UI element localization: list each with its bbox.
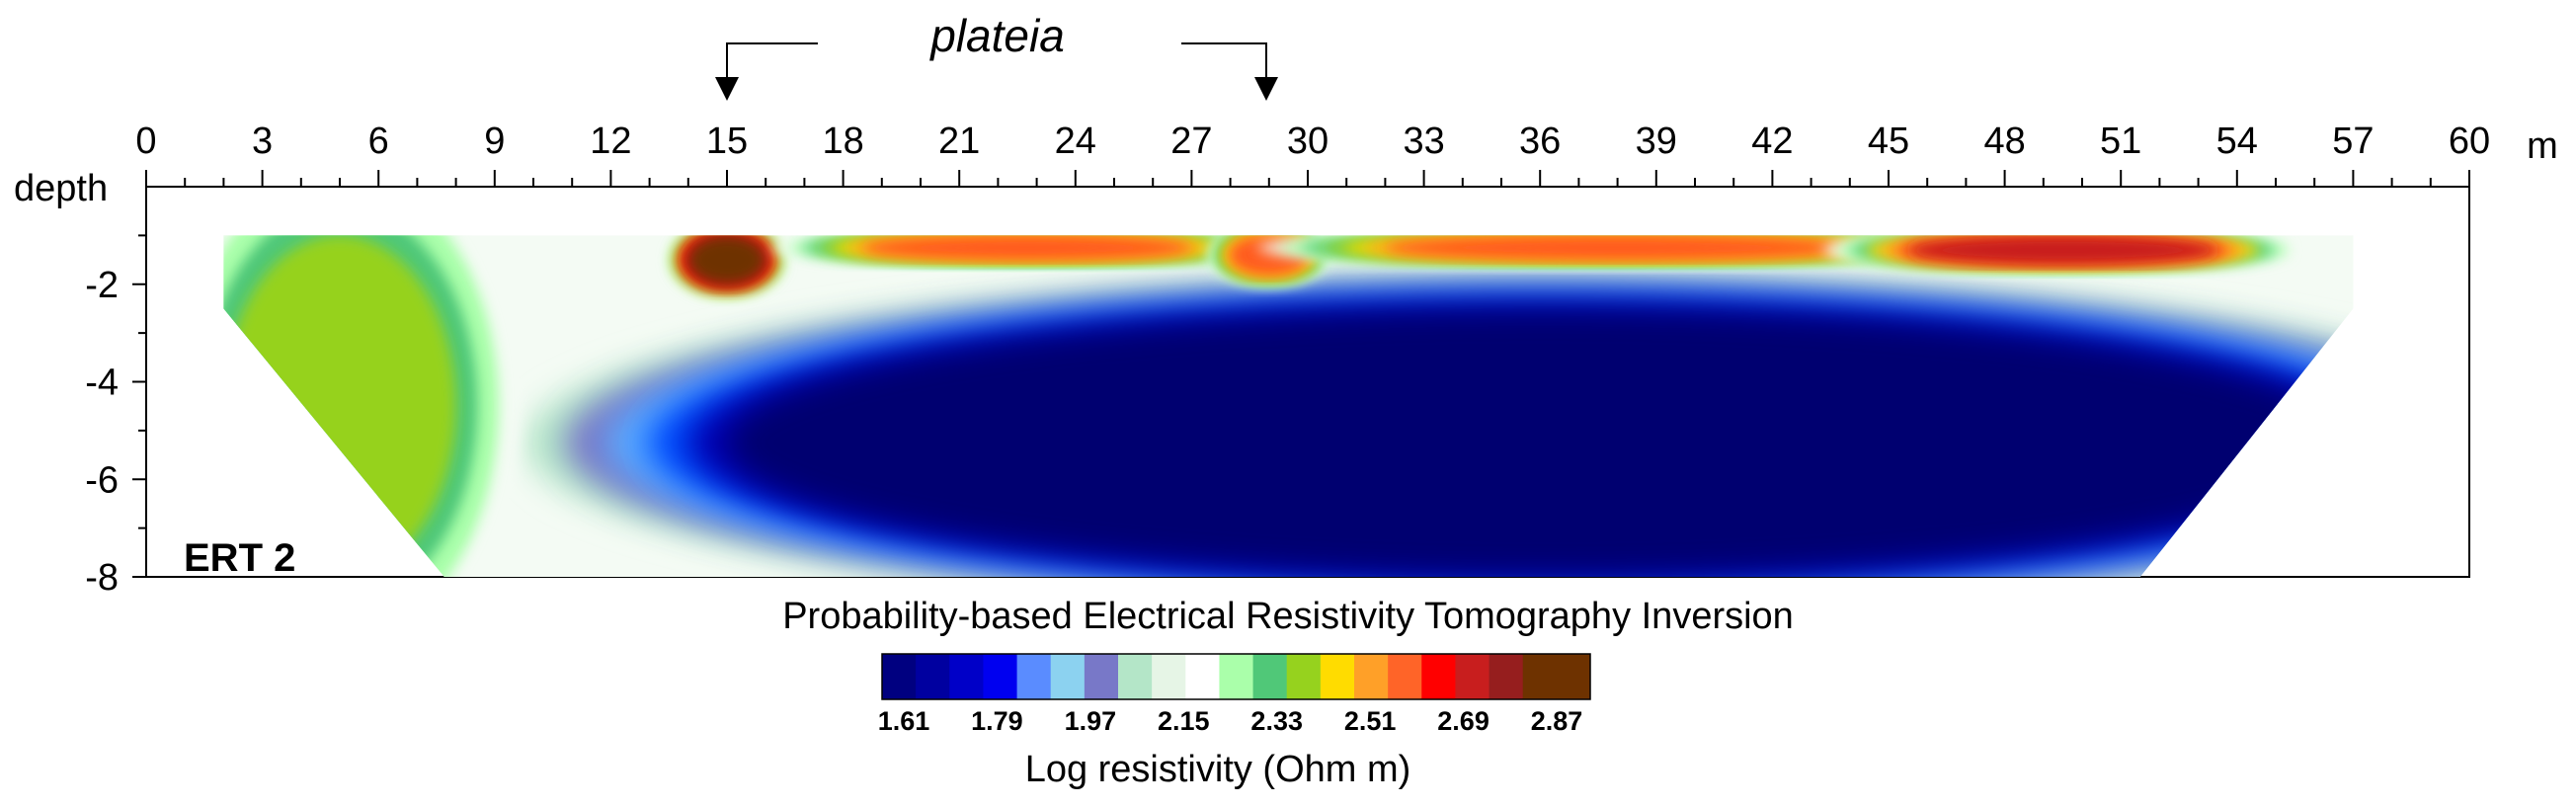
anomaly-high-resistivity-19-27m <box>771 235 1283 267</box>
colorbar-tick-label: 1.79 <box>971 706 1023 736</box>
x-tick-label: 18 <box>822 121 863 162</box>
x-tick-label: 39 <box>1636 121 1677 162</box>
chart-title: Probability-based Electrical Resistivity… <box>782 596 1794 637</box>
colorbar-swatch <box>1421 654 1456 699</box>
colorbar-swatch <box>1320 654 1355 699</box>
anomaly-contour <box>726 308 2354 577</box>
colorbar-tick-label: 1.97 <box>1065 706 1117 736</box>
x-tick-labels: 0 3 6 9 12 15 18 21 24 27 30 33 36 39 42 45 48 51 54 57 60 <box>135 121 2490 162</box>
anomaly-contour <box>862 235 1192 261</box>
y-tick-label: -6 <box>85 459 119 501</box>
y-axis-label: depth <box>14 168 108 209</box>
colorbar-swatch <box>1185 654 1220 699</box>
colorbar-label: Log resistivity (Ohm m) <box>1025 749 1411 790</box>
colorbar-swatch <box>1252 654 1288 699</box>
colorbar-swatch <box>1219 654 1254 699</box>
y-tick-label: -4 <box>85 363 119 404</box>
colorbar-tick-label: 2.51 <box>1344 706 1397 736</box>
y-tick-label: -8 <box>85 557 119 599</box>
y-tick-label: -2 <box>85 265 119 306</box>
colorbar-tick-label: 2.69 <box>1437 706 1489 736</box>
x-tick-label: 30 <box>1287 121 1328 162</box>
x-tick-label: 21 <box>938 121 980 162</box>
anomaly-contour <box>1385 235 1850 261</box>
annotation-arrow-left <box>726 42 818 79</box>
panel-label: ERT 2 <box>184 536 295 580</box>
colorbar-tick-label: 2.15 <box>1158 706 1210 736</box>
colorbar-swatch <box>1388 654 1422 699</box>
x-tick-label: 6 <box>368 121 389 162</box>
x-tick-label: 57 <box>2332 121 2374 162</box>
anomaly-high-resistivity-32-44m <box>1257 235 1978 267</box>
colorbar-swatch <box>1522 654 1558 699</box>
x-tick-label: 9 <box>484 121 505 162</box>
x-tick-label: 15 <box>706 121 748 162</box>
x-tick-label: 42 <box>1751 121 1793 162</box>
anomaly-low-resistivity-body <box>483 268 2354 577</box>
colorbar-swatch <box>1152 654 1186 699</box>
x-tick-label: 33 <box>1403 121 1444 162</box>
colorbar-swatch <box>1556 654 1591 699</box>
colorbar-tick-label: 2.87 <box>1531 706 1583 736</box>
annotation-label: plateia <box>928 10 1065 61</box>
colorbar-swatch <box>1016 654 1052 699</box>
x-tick-label: 48 <box>1983 121 2025 162</box>
colorbar-swatch <box>1489 654 1524 699</box>
anomaly-high-resistivity-15m <box>667 235 787 298</box>
axis-ticks <box>132 170 2470 578</box>
anomaly-contour <box>687 235 766 284</box>
arrowhead-right <box>1254 77 1278 101</box>
colorbar-swatch <box>1354 654 1389 699</box>
x-tick-label: 24 <box>1055 121 1096 162</box>
x-tick-label: 36 <box>1519 121 1561 162</box>
x-tick-label: 27 <box>1170 121 1212 162</box>
colorbar-tick-label: 2.33 <box>1250 706 1303 736</box>
x-tick-label: 51 <box>2100 121 2141 162</box>
colorbar <box>881 653 1591 700</box>
annotation-arrow-right <box>1181 42 1267 79</box>
colorbar-swatch <box>1118 654 1153 699</box>
colorbar-tick-label: 1.61 <box>878 706 930 736</box>
x-tick-label: 60 <box>2449 121 2490 162</box>
colorbar-swatch <box>916 654 950 699</box>
y-tick-labels: -2 -4 -6 -8 <box>85 265 119 599</box>
colorbar-swatch <box>1084 654 1119 699</box>
x-tick-label: 3 <box>252 121 273 162</box>
colorbar-swatch <box>1286 654 1322 699</box>
colorbar-frame <box>881 653 1591 700</box>
anomaly-contour <box>223 235 456 577</box>
x-tick-label: 54 <box>2216 121 2258 162</box>
arrowhead-left <box>715 77 739 101</box>
x-tick-label: 45 <box>1868 121 1909 162</box>
x-unit-label: m <box>2527 125 2558 167</box>
colorbar-tick-labels: 1.61 1.79 1.97 2.15 2.33 2.51 2.69 2.87 <box>878 706 1583 736</box>
colorbar-swatch <box>882 654 917 699</box>
anomaly-high-resistivity-west <box>223 235 521 577</box>
colorbar-swatch <box>949 654 984 699</box>
colorbar-swatch <box>1050 654 1086 699</box>
x-tick-label: 0 <box>135 121 156 162</box>
colorbar-swatch <box>983 654 1018 699</box>
anomaly-high-resistivity-46-53m <box>1822 235 2303 274</box>
x-tick-label: 12 <box>590 121 631 162</box>
annotation-arrows <box>726 42 1267 79</box>
resistivity-section <box>223 235 2354 577</box>
colorbar-swatch <box>1455 654 1490 699</box>
anomaly-contour <box>1907 235 2218 265</box>
